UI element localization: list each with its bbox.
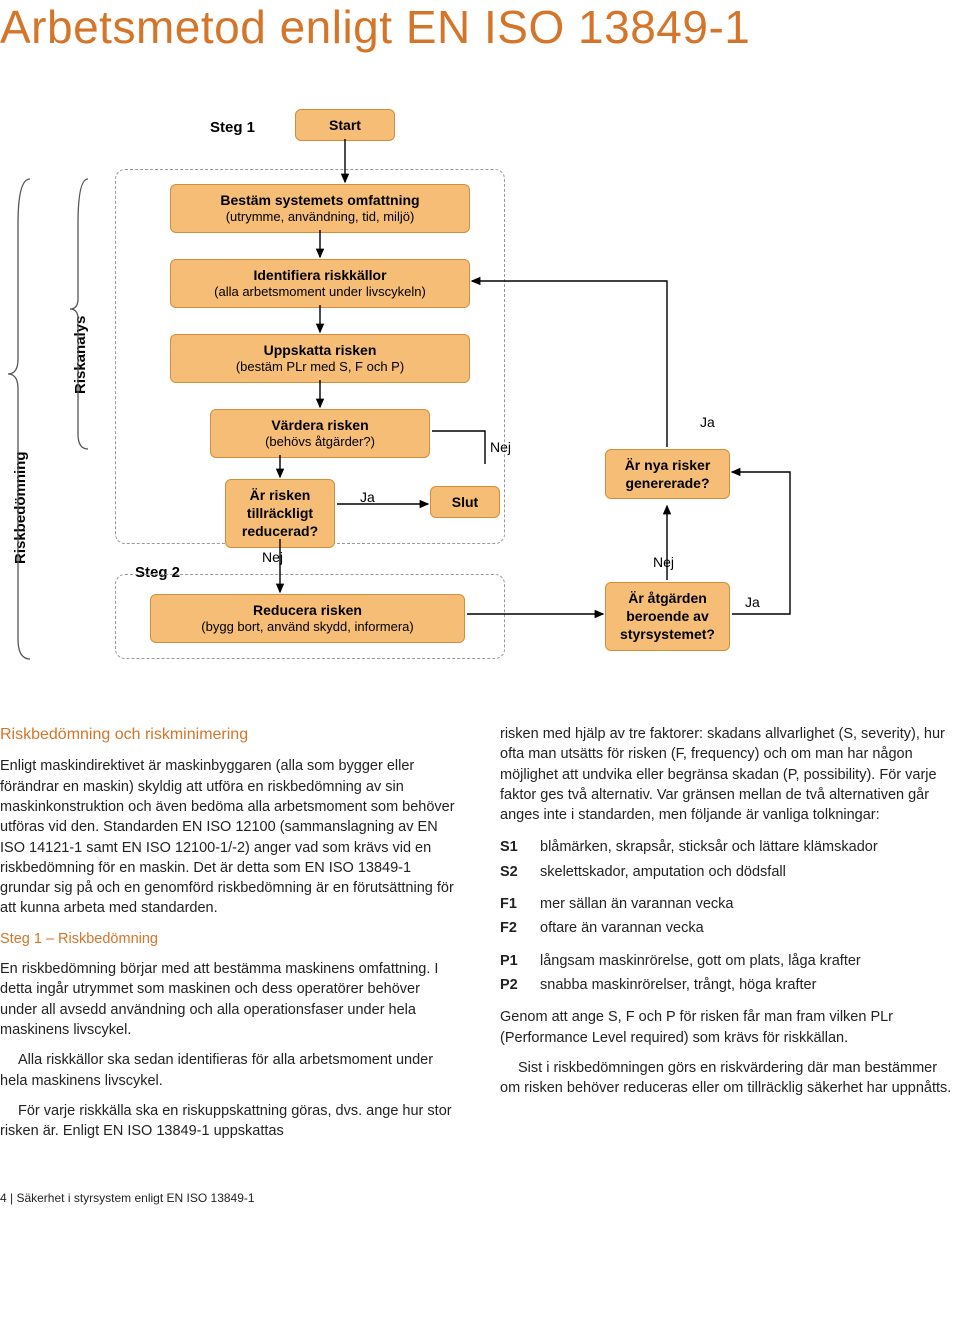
node-scope: Bestäm systemets omfattning (utrymme, an… — [170, 184, 470, 233]
edge-nej-depend: Nej — [653, 554, 674, 570]
l: (bygg bort, använd skydd, informera) — [159, 619, 456, 636]
factor-val: skelettskador, amputation och dödsfall — [540, 860, 888, 884]
l: Uppskatta risken — [179, 341, 461, 359]
para: Sist i riskbedömningen görs en riskvärde… — [500, 1058, 960, 1099]
factor-key: S1 — [500, 835, 540, 859]
factor-val: snabba maskinrörelser, trångt, höga kraf… — [540, 973, 888, 997]
l: Är åtgärden beroende av styrsystemet? — [614, 589, 721, 644]
para: En riskbedömning börjar med att bestämma… — [0, 959, 460, 1040]
factor-val: oftare än varannan vecka — [540, 916, 888, 940]
edge-nej-right: Nej — [490, 439, 511, 455]
para: Genom att ange S, F och P för risken får… — [500, 1007, 960, 1048]
edge-nej-reduce: Nej — [262, 549, 283, 565]
l: Bestäm systemets omfattning — [179, 191, 461, 209]
node-start-label: Start — [304, 116, 386, 134]
factor-val: långsam maskinrörelse, gott om plats, lå… — [540, 949, 888, 973]
factor-key: F2 — [500, 916, 540, 940]
column-left: Riskbedömning och riskminimering Enligt … — [0, 724, 460, 1151]
l: Är risken tillräckligt reducerad? — [234, 486, 326, 541]
node-enough: Är risken tillräckligt reducerad? — [225, 479, 335, 548]
node-newrisk: Är nya risker genererade? — [605, 449, 730, 499]
para: Enligt maskindirektivet är maskinbyggare… — [0, 756, 460, 918]
section-heading: Riskbedömning och riskminimering — [0, 724, 460, 746]
side-label-inner: Riskanalys — [72, 316, 89, 394]
node-end: Slut — [430, 486, 500, 518]
factor-val: mer sällan än varannan vecka — [540, 892, 888, 916]
sub-heading: Steg 1 – Riskbedömning — [0, 929, 460, 949]
flowchart: Riskbedömning Riskanalys Steg 1 Steg 2 S… — [0, 84, 960, 694]
l: (utrymme, användning, tid, miljö) — [179, 209, 461, 226]
l: Reducera risken — [159, 601, 456, 619]
edge-ja-newrisk: Ja — [700, 414, 715, 430]
stage1-label: Steg 1 — [210, 119, 255, 136]
factor-key: F1 — [500, 892, 540, 916]
node-reduce: Reducera risken (bygg bort, använd skydd… — [150, 594, 465, 643]
factor-key: S2 — [500, 860, 540, 884]
edge-ja-end: Ja — [360, 489, 375, 505]
node-est: Uppskatta risken (bestäm PLr med S, F oc… — [170, 334, 470, 383]
edge-ja-depend: Ja — [745, 594, 760, 610]
l: (alla arbetsmoment under livscykeln) — [179, 284, 461, 301]
l: (bestäm PLr med S, F och P) — [179, 359, 461, 376]
page-footer: 4 | Säkerhet i styrsystem enligt EN ISO … — [0, 1191, 960, 1205]
factor-key: P1 — [500, 949, 540, 973]
para: Alla riskkällor ska sedan identifieras f… — [0, 1050, 460, 1091]
node-ident: Identifiera riskkällor (alla arbetsmomen… — [170, 259, 470, 308]
page-title: Arbetsmetod enligt EN ISO 13849-1 — [0, 0, 960, 54]
node-eval: Värdera risken (behövs åtgärder?) — [210, 409, 430, 458]
l: Identifiera riskkällor — [179, 266, 461, 284]
l: Värdera risken — [219, 416, 421, 434]
para: risken med hjälp av tre faktorer: skadan… — [500, 724, 960, 825]
factor-val: blåmärken, skrapsår, sticksår och lättar… — [540, 835, 888, 859]
node-depend: Är åtgärden beroende av styrsystemet? — [605, 582, 730, 651]
body-columns: Riskbedömning och riskminimering Enligt … — [0, 724, 960, 1151]
l: (behövs åtgärder?) — [219, 434, 421, 451]
column-right: risken med hjälp av tre faktorer: skadan… — [500, 724, 960, 1151]
l: Slut — [439, 493, 491, 511]
factor-key: P2 — [500, 973, 540, 997]
l: Är nya risker genererade? — [614, 456, 721, 492]
para: För varje riskkälla ska en riskuppskattn… — [0, 1101, 460, 1142]
side-label-outer: Riskbedömning — [12, 451, 29, 564]
factors-table: S1blåmärken, skrapsår, sticksår och lätt… — [500, 835, 888, 997]
node-start: Start — [295, 109, 395, 141]
